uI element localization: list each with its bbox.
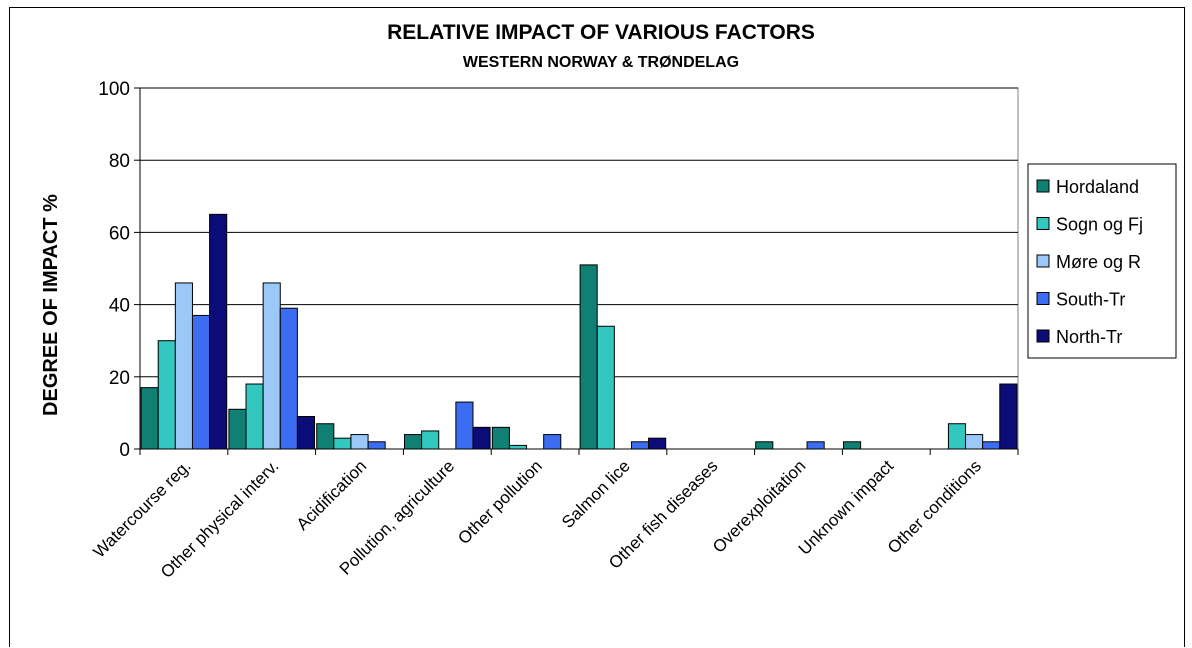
bar (596, 325, 615, 450)
bar (209, 213, 228, 450)
legend: Hordaland Sogn og Fj Møre og R South-Tr Nort… (1027, 163, 1177, 359)
bar (316, 423, 335, 450)
bar (350, 434, 369, 450)
bar (262, 282, 281, 450)
x-tick-label: Overexploitation (709, 456, 809, 556)
bar (630, 441, 650, 450)
legend-box (1027, 163, 1177, 359)
bar (245, 383, 264, 450)
bar (508, 444, 528, 450)
legend-entry: Hordaland (1056, 177, 1139, 197)
bar (472, 426, 491, 450)
chart-subtitle: WESTERN NORWAY & TRØNDELAG (463, 54, 739, 71)
bar (648, 437, 667, 450)
chart-frame (9, 7, 1185, 647)
legend-entry: South-Tr (1056, 290, 1125, 310)
y-tick-label: 40 (109, 296, 130, 317)
x-tick-label: Unknown impact (795, 456, 897, 558)
legend-swatch (1036, 179, 1050, 193)
legend-swatch (1036, 254, 1050, 268)
bar (228, 408, 247, 450)
bar (579, 264, 598, 450)
y-tick-label: 60 (109, 223, 130, 244)
bar (947, 423, 967, 450)
x-tick-label: Other pollution (454, 456, 546, 548)
legend-swatch (1036, 217, 1050, 230)
bar (367, 441, 386, 450)
x-tick-label: Other conditions (884, 456, 985, 557)
bar (296, 416, 316, 450)
bar (543, 434, 562, 450)
bar (806, 441, 825, 450)
bar (157, 340, 176, 450)
legend-entry: Sogn og Fj (1056, 215, 1143, 235)
bar (982, 441, 1001, 450)
bar (999, 383, 1018, 450)
bar (174, 282, 193, 450)
y-tick-label: 100 (98, 79, 130, 100)
bar (755, 441, 774, 450)
legend-swatch (1036, 292, 1050, 305)
bar (140, 387, 159, 450)
bar (491, 426, 510, 450)
y-axis-label: DEGREE OF IMPACT % (40, 194, 62, 416)
x-tick-label: Acidification (293, 456, 371, 534)
bar (965, 434, 984, 450)
y-tick-label: 80 (109, 151, 130, 172)
chart-title: RELATIVE IMPACT OF VARIOUS FACTORS (387, 21, 815, 44)
bar (455, 401, 474, 450)
bar (842, 441, 862, 450)
y-tick-label: 0 (119, 440, 130, 461)
bar (333, 437, 352, 450)
legend-entry: North-Tr (1056, 327, 1122, 347)
x-tick-label: Salmon lice (558, 456, 634, 532)
bar (421, 430, 440, 450)
legend-swatch (1036, 329, 1050, 343)
bar (403, 434, 423, 450)
legend-entry: Møre og R (1056, 252, 1141, 272)
y-tick-label: 20 (109, 368, 130, 389)
bar (191, 314, 211, 450)
bar (279, 307, 298, 450)
